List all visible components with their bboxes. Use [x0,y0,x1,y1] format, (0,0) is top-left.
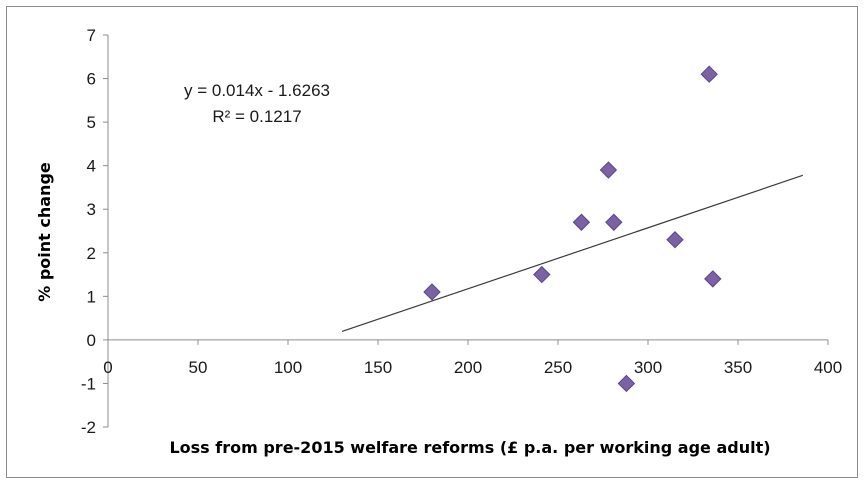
trendline-equation: y = 0.014x - 1.6263 [184,81,330,100]
data-point-diamond [605,213,623,231]
x-tick-label: 150 [364,358,392,377]
trendline-r-squared: R² = 0.1217 [212,107,301,126]
x-tick-label: 300 [634,358,662,377]
x-tick-label: 400 [814,358,842,377]
axes: -2 -1 0 1 2 3 4 5 6 7 0 50 100 150 200 250 300 350 400 [81,26,842,437]
y-tick-label: 3 [87,200,96,219]
data-point-diamond [700,65,718,83]
chart-frame [6,6,858,478]
data-point-diamond [533,265,551,284]
x-tick-label: 350 [724,358,752,377]
data-points [423,65,722,393]
y-tick-label: 2 [87,244,96,263]
y-tick-label: 0 [87,331,96,350]
data-point-diamond [572,213,591,231]
y-tick-label: 1 [87,287,96,306]
trendline [341,174,803,333]
data-point-diamond [666,231,684,249]
data-point-diamond [423,283,441,301]
y-tick-label: 6 [87,70,96,89]
x-tick-label: 0 [103,358,112,377]
x-axis-title: Loss from pre-2015 welfare reforms (£ p.… [169,438,770,457]
data-point-diamond [704,270,722,288]
y-tick-label: -1 [81,374,96,393]
x-tick-label: 50 [189,358,208,377]
y-axis-title: % point change [35,162,54,302]
x-tick-label: 200 [454,358,482,377]
x-tick-label: 250 [544,358,572,377]
y-tick-label: -2 [81,418,96,437]
y-tick-label: 4 [87,157,96,176]
data-point-diamond [599,161,618,179]
y-tick-label: 7 [87,26,96,45]
y-tick-label: 5 [87,113,96,132]
data-point-diamond [617,374,636,393]
trendline-group [341,174,803,333]
x-tick-label: 100 [274,358,302,377]
